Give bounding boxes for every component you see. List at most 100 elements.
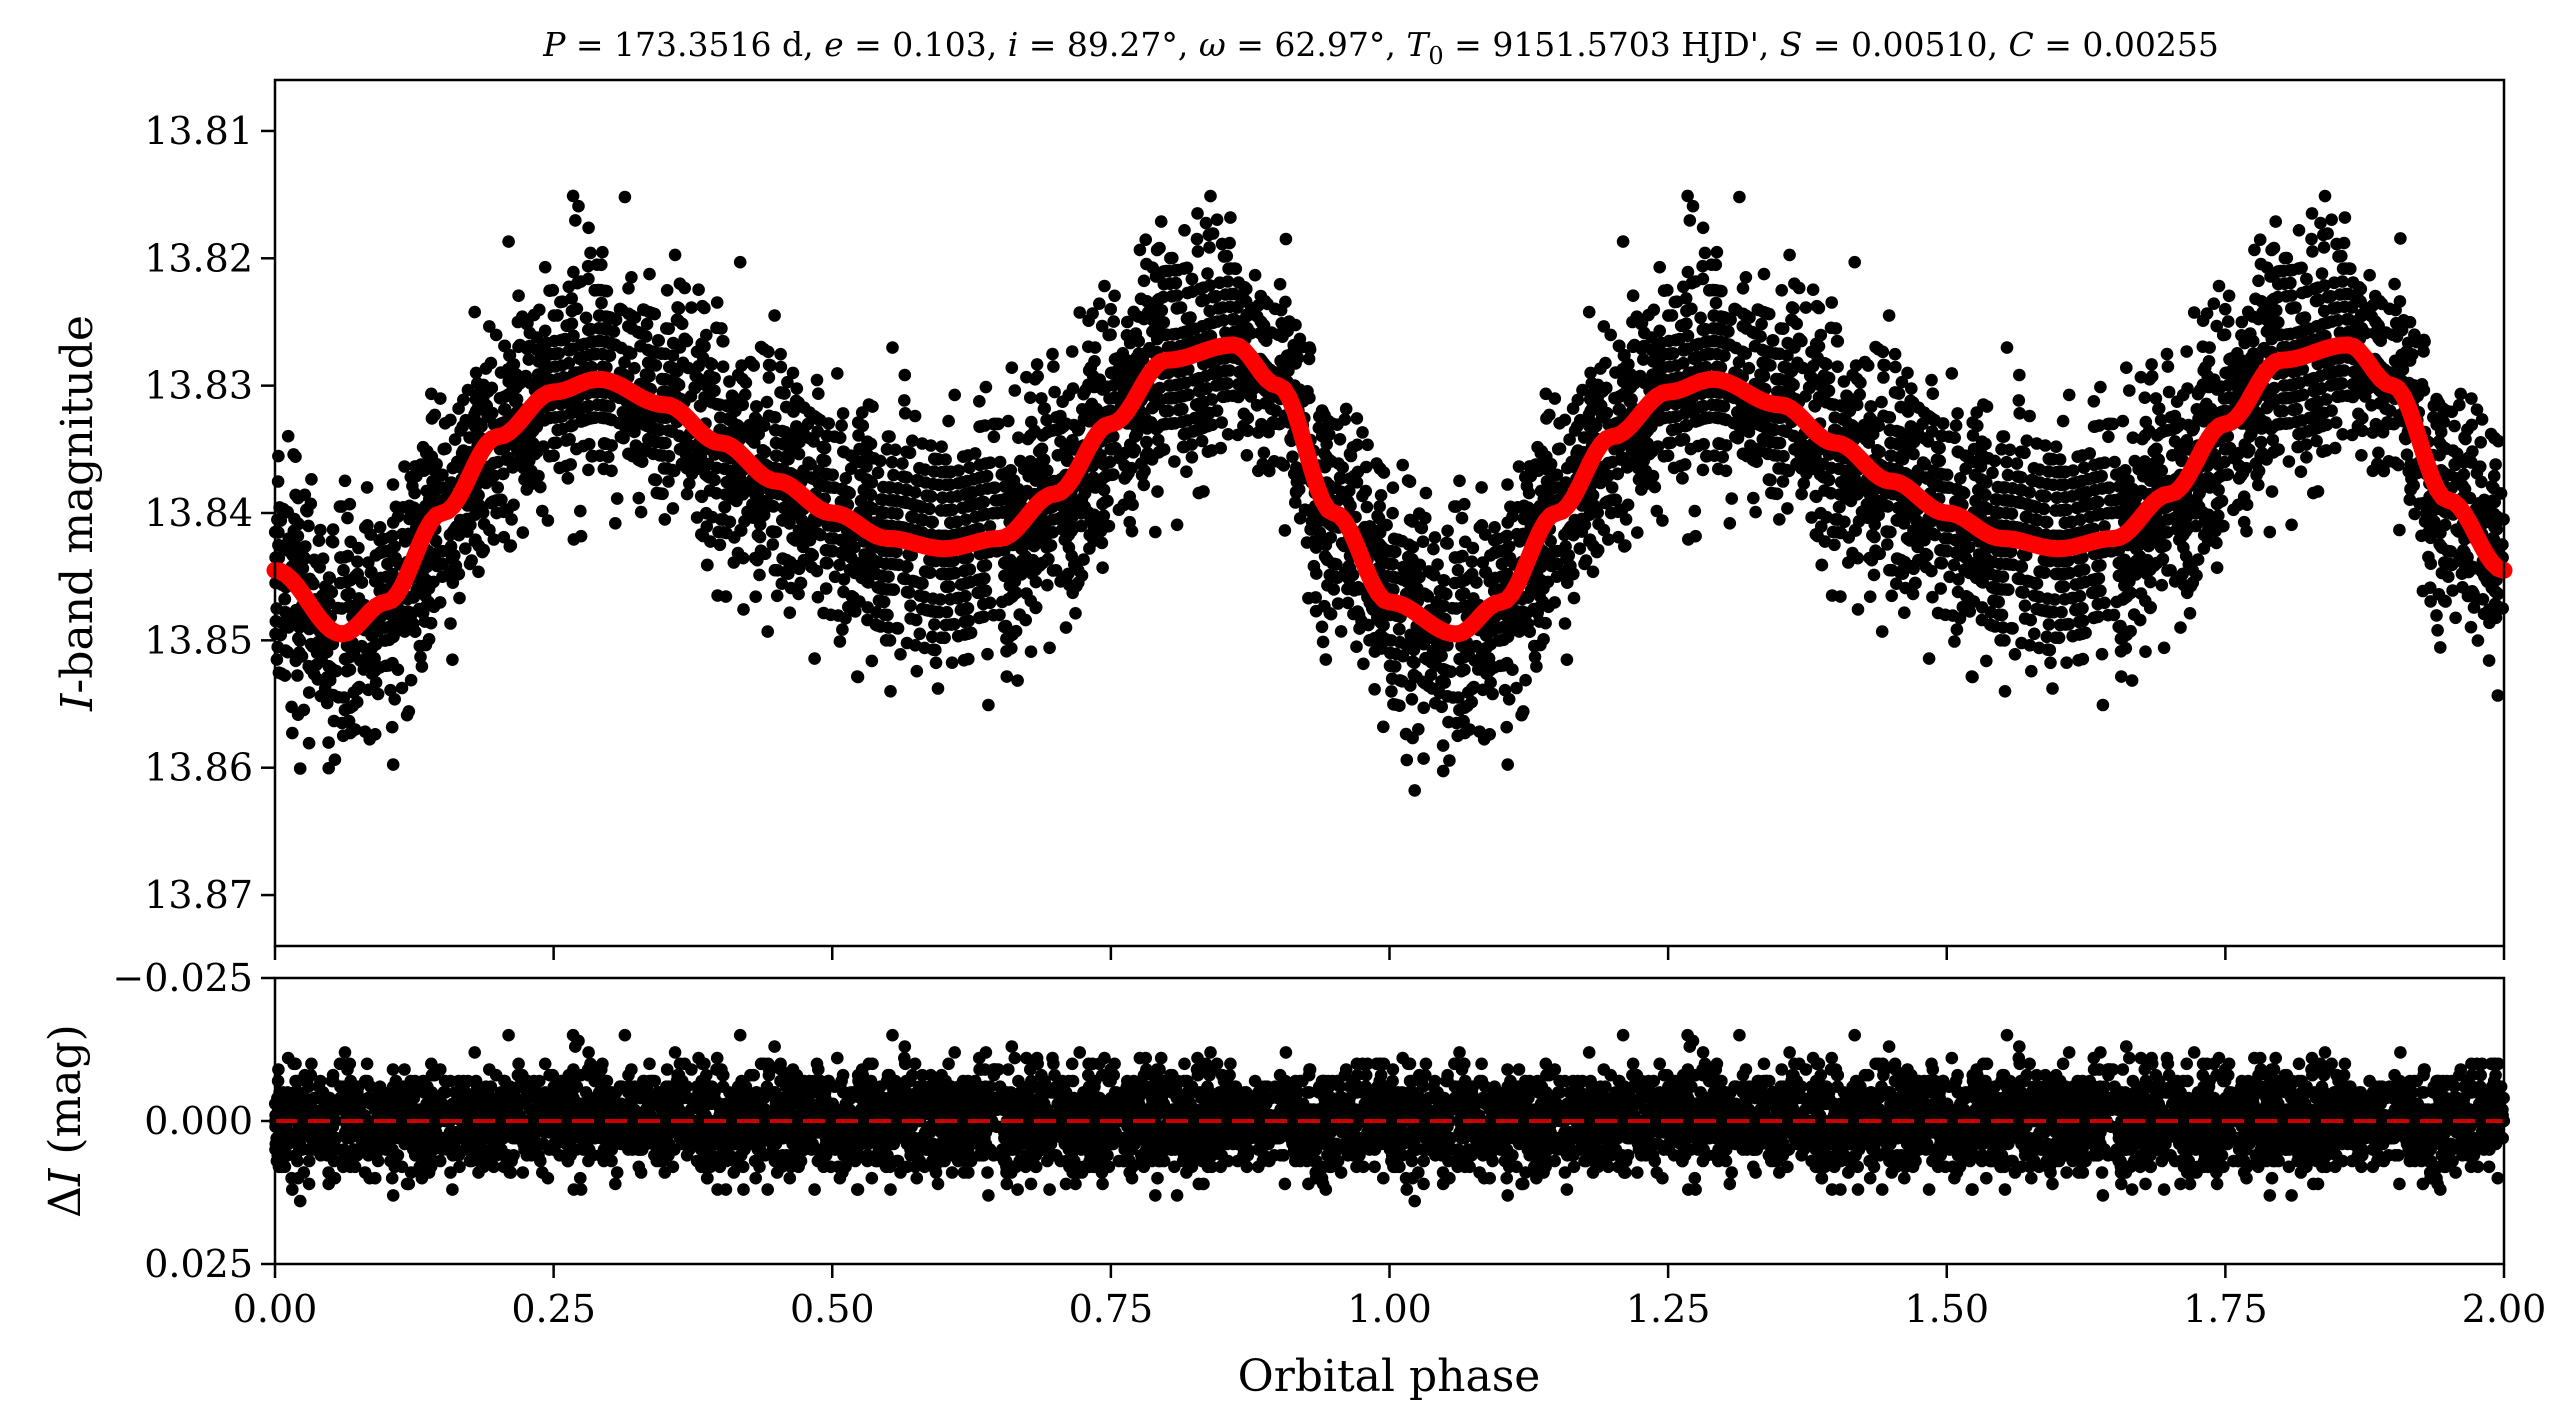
data-point <box>297 703 311 717</box>
data-point <box>314 523 327 537</box>
data-point <box>613 302 627 316</box>
data-point <box>1124 361 1137 375</box>
data-point <box>1117 498 1130 512</box>
data-point <box>924 439 938 452</box>
data-point <box>1350 640 1363 653</box>
data-point <box>983 520 997 533</box>
data-point <box>1012 431 1025 445</box>
data-point <box>733 255 747 269</box>
data-point <box>525 477 538 491</box>
data-point <box>1165 290 1179 303</box>
data-point <box>459 542 472 555</box>
data-point <box>531 445 544 458</box>
data-point <box>1257 332 1271 345</box>
data-point <box>560 319 574 332</box>
data-point <box>1221 389 1234 403</box>
data-point <box>436 481 450 494</box>
data-point <box>737 603 750 616</box>
data-point <box>801 417 815 431</box>
data-point <box>940 567 953 581</box>
data-point <box>1177 262 1191 275</box>
data-point <box>373 534 387 547</box>
data-point <box>2025 664 2038 678</box>
data-point <box>1124 438 1137 451</box>
data-point <box>469 507 483 520</box>
data-point <box>980 469 994 483</box>
data-point <box>897 572 910 585</box>
data-point <box>1256 457 1270 471</box>
data-point <box>975 509 989 522</box>
data-point <box>379 634 392 647</box>
data-point <box>987 608 1000 622</box>
data-point <box>1070 579 1083 593</box>
data-point <box>371 687 385 701</box>
data-point <box>1046 564 1060 577</box>
data-point <box>1240 449 1254 462</box>
data-point <box>1247 382 1261 395</box>
data-point <box>660 322 673 335</box>
data-point <box>962 487 976 500</box>
data-point <box>337 691 351 704</box>
data-point <box>1327 583 1341 596</box>
data-point <box>999 619 1013 633</box>
data-point <box>310 556 323 570</box>
data-point <box>769 423 782 437</box>
data-point <box>1637 353 1650 366</box>
data-point <box>386 478 400 491</box>
data-point <box>284 610 298 624</box>
data-point <box>1285 347 1299 360</box>
data-point <box>948 388 961 402</box>
data-point <box>705 358 719 371</box>
data-point <box>1137 274 1151 288</box>
data-point <box>1716 450 1729 464</box>
data-point <box>928 452 941 466</box>
data-point <box>609 517 622 530</box>
data-point <box>1389 545 1402 559</box>
data-point <box>849 605 862 618</box>
data-point <box>1097 458 1111 472</box>
data-point <box>1261 297 1274 311</box>
data-point <box>2424 595 2437 608</box>
data-point <box>682 438 696 452</box>
data-point <box>523 428 537 441</box>
data-point <box>2282 455 2296 468</box>
data-point <box>1363 520 1377 533</box>
data-point <box>931 682 945 695</box>
data-point <box>885 455 899 469</box>
data-point <box>574 504 587 518</box>
data-point <box>549 411 562 424</box>
data-point <box>654 347 668 360</box>
data-point <box>1052 512 1065 525</box>
data-point <box>1098 279 1111 293</box>
data-point <box>935 440 948 454</box>
data-point <box>884 583 898 596</box>
data-point <box>386 758 400 771</box>
data-point <box>1002 593 1015 606</box>
data-point <box>1068 558 1081 571</box>
data-point <box>944 516 957 530</box>
data-point <box>779 565 792 579</box>
data-point <box>1487 534 1501 547</box>
data-point <box>898 368 912 382</box>
data-point <box>1177 427 1191 441</box>
data-point <box>1252 426 1265 439</box>
data-point <box>1396 458 1409 472</box>
data-point <box>651 334 665 347</box>
data-point <box>538 260 552 274</box>
data-point <box>727 556 741 569</box>
data-point <box>690 371 704 384</box>
data-point <box>1631 526 1644 539</box>
data-point <box>333 500 347 513</box>
data-point <box>1059 621 1073 634</box>
data-point <box>482 409 496 423</box>
data-point <box>503 540 517 553</box>
data-point <box>1116 347 1130 360</box>
data-point <box>281 429 295 443</box>
data-point <box>538 363 551 376</box>
data-point <box>640 317 654 331</box>
data-point <box>634 339 647 353</box>
data-point <box>1191 207 1204 220</box>
data-point <box>1371 509 1384 523</box>
data-point <box>1318 409 1331 422</box>
